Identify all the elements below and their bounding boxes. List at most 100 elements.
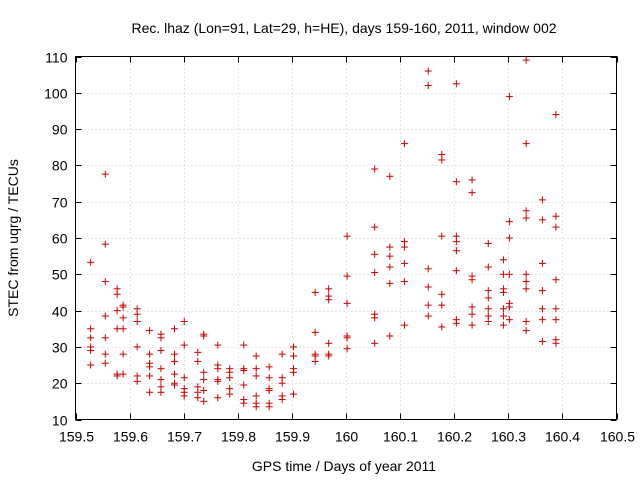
data-point xyxy=(214,394,222,402)
data-point xyxy=(252,372,260,380)
data-point xyxy=(552,223,560,231)
x-tick-label: 159.5 xyxy=(59,429,94,445)
y-tick-label: 50 xyxy=(52,267,68,283)
data-point xyxy=(552,111,560,119)
data-point xyxy=(468,303,476,311)
data-point xyxy=(180,392,188,400)
data-point xyxy=(171,381,179,389)
data-point xyxy=(400,259,408,267)
data-point xyxy=(87,347,95,355)
data-point xyxy=(194,394,202,402)
data-point xyxy=(538,305,546,313)
data-point xyxy=(200,397,208,405)
data-point xyxy=(522,56,530,64)
data-point xyxy=(499,256,507,264)
data-point xyxy=(371,268,379,276)
y-tick-label: 110 xyxy=(45,50,68,66)
y-tick-label: 90 xyxy=(52,122,68,138)
data-point xyxy=(343,345,351,353)
data-point xyxy=(157,376,165,384)
data-point xyxy=(484,287,492,295)
data-point xyxy=(278,350,286,358)
data-point xyxy=(265,374,273,382)
x-axis-label: GPS time / Days of year 2011 xyxy=(252,458,436,474)
data-point xyxy=(438,232,446,240)
data-point xyxy=(552,212,560,220)
x-tick-label: 160 xyxy=(335,429,359,445)
x-tick-label: 160.2 xyxy=(437,429,472,445)
data-point xyxy=(240,341,248,349)
data-point xyxy=(538,287,546,295)
data-point xyxy=(325,339,333,347)
data-point xyxy=(424,301,432,309)
data-point xyxy=(278,379,286,387)
data-point xyxy=(522,270,530,278)
data-point xyxy=(101,350,109,358)
y-tick-label: 20 xyxy=(52,376,68,392)
data-point xyxy=(200,376,208,384)
data-point xyxy=(343,334,351,342)
data-point xyxy=(325,296,333,304)
data-point xyxy=(146,327,154,335)
data-point xyxy=(484,317,492,325)
y-tick-label: 40 xyxy=(52,304,68,320)
data-point xyxy=(522,317,530,325)
x-tick-label: 159.7 xyxy=(167,429,202,445)
data-point xyxy=(400,140,408,148)
data-point xyxy=(371,223,379,231)
data-point xyxy=(552,339,560,347)
y-tick-label: 60 xyxy=(52,231,68,247)
grid-layer xyxy=(75,56,617,420)
data-point xyxy=(386,172,394,180)
data-point xyxy=(452,178,460,186)
data-point xyxy=(311,288,319,296)
data-point xyxy=(343,232,351,240)
data-point xyxy=(452,267,460,275)
data-point xyxy=(311,328,319,336)
data-point xyxy=(226,374,234,382)
data-point xyxy=(452,247,460,255)
data-point xyxy=(505,303,513,311)
data-point xyxy=(113,372,121,380)
data-point xyxy=(101,312,109,320)
data-point xyxy=(522,207,530,215)
data-point xyxy=(171,357,179,365)
data-point xyxy=(424,82,432,90)
data-point xyxy=(505,234,513,242)
data-point xyxy=(468,310,476,318)
data-point xyxy=(113,325,121,333)
data-point xyxy=(252,392,260,400)
data-point xyxy=(146,350,154,358)
data-point xyxy=(240,399,248,407)
data-point xyxy=(146,372,154,380)
data-point xyxy=(438,290,446,298)
data-point xyxy=(499,321,507,329)
data-point xyxy=(113,290,121,298)
data-point xyxy=(87,361,95,369)
data-point xyxy=(505,316,513,324)
data-point xyxy=(87,325,95,333)
data-point xyxy=(157,365,165,373)
data-point xyxy=(265,363,273,371)
data-point xyxy=(200,386,208,394)
data-point xyxy=(424,265,432,273)
y-tick-label: 30 xyxy=(52,340,68,356)
data-point xyxy=(505,92,513,100)
x-tick-label: 160.1 xyxy=(383,429,418,445)
data-point xyxy=(438,301,446,309)
data-point xyxy=(101,240,109,248)
data-point xyxy=(133,317,141,325)
data-points xyxy=(87,56,560,411)
x-tick-label: 159.9 xyxy=(275,429,310,445)
data-point xyxy=(119,303,127,311)
data-point xyxy=(133,343,141,351)
data-point xyxy=(133,377,141,385)
data-point xyxy=(438,156,446,164)
data-point xyxy=(468,276,476,284)
data-point xyxy=(290,390,298,398)
data-point xyxy=(424,283,432,291)
data-point xyxy=(522,327,530,335)
data-point xyxy=(499,270,507,278)
data-point xyxy=(171,350,179,358)
data-point xyxy=(180,374,188,382)
